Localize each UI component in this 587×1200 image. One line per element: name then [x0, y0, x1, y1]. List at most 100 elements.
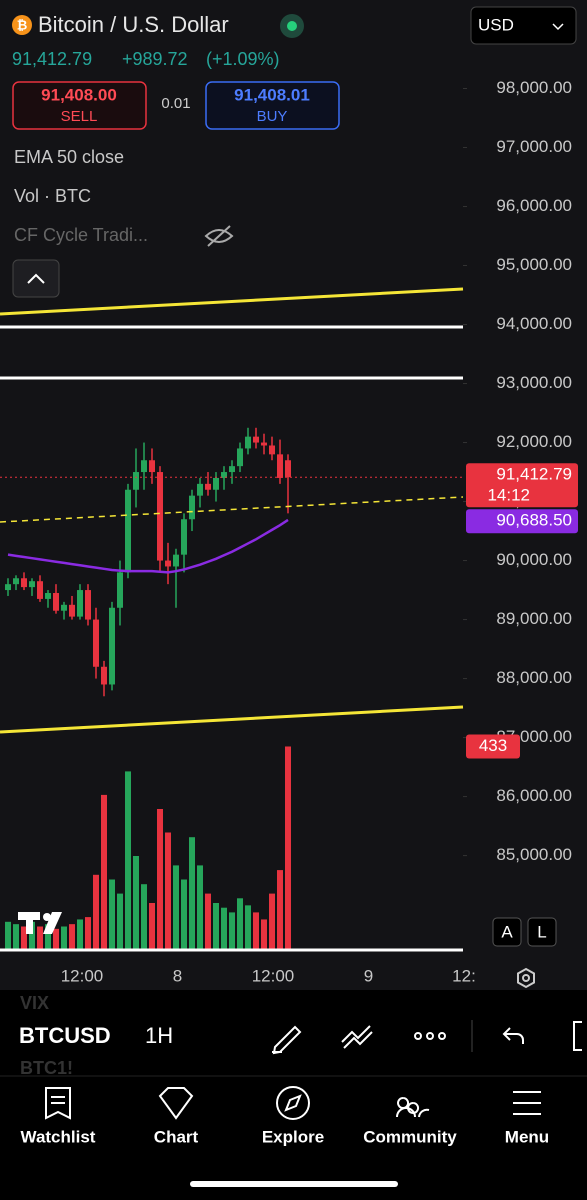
candle-body: [29, 581, 35, 588]
settings-icon[interactable]: [517, 967, 535, 989]
volume-bar: [165, 832, 171, 950]
indicator[interactable]: CF Cycle Tradi...: [14, 225, 148, 245]
volume-bar: [141, 884, 147, 950]
ghost-symbol: BTC1!: [20, 1058, 73, 1078]
nav-item[interactable]: Community: [363, 1127, 457, 1146]
explore-icon: [276, 1086, 310, 1120]
candle-body: [109, 607, 115, 685]
volume-bar: [93, 874, 99, 950]
hidden-icon[interactable]: [204, 225, 234, 247]
volume-bar: [109, 879, 115, 950]
candle-body: [261, 442, 267, 446]
sell-button[interactable]: [12, 81, 147, 130]
x-tick-label: 8: [173, 966, 182, 985]
candle-body: [85, 590, 91, 620]
chart: 98,000.00 97,000.00 96,000.00 95,000.00 94,0…: [0, 78, 578, 985]
currency-select[interactable]: [470, 6, 577, 45]
price: 91,412.79: [12, 49, 92, 69]
community-icon: [396, 1097, 430, 1118]
volume-bar: [245, 905, 251, 950]
volume-bar: [213, 903, 219, 950]
candle-body: [45, 593, 51, 599]
volume-bar: [53, 928, 59, 950]
last-price: 91,412.79: [496, 465, 572, 484]
volume-bar: [125, 771, 131, 950]
volume-bar: [13, 924, 19, 950]
change-pct: (+1.09%): [206, 49, 280, 69]
sell-label: SELL: [61, 108, 98, 125]
candle-body: [5, 584, 11, 591]
volume-bar: [229, 912, 235, 950]
volume-bar: [5, 921, 11, 950]
market-dot: [287, 21, 297, 31]
nav-item[interactable]: Menu: [505, 1127, 549, 1146]
candle-body: [77, 590, 83, 617]
volume-bar: [21, 926, 27, 950]
y-tick-label: 93,000.00: [496, 373, 572, 392]
last-price-tag: [466, 463, 578, 508]
candle-body: [213, 477, 219, 490]
volume-bar: [133, 856, 139, 950]
volume-bar: [85, 917, 91, 950]
volume-bar: [221, 907, 227, 950]
y-tick-label: 98,000.00: [496, 78, 572, 97]
trend-line: [0, 496, 464, 523]
candle-body: [157, 472, 163, 561]
candle-body: [69, 604, 75, 617]
volume-bar: [37, 926, 43, 950]
candle-body: [229, 466, 235, 473]
btc-glyph: ₿: [17, 17, 28, 32]
nav-item[interactable]: Watchlist: [21, 1127, 96, 1146]
volume-bar: [117, 893, 123, 950]
volume-bar: [173, 865, 179, 950]
indicator[interactable]: Vol · BTC: [14, 186, 91, 206]
interval-button[interactable]: 1H: [145, 1023, 173, 1048]
countdown: 14:12: [487, 486, 530, 505]
y-tick-label: 94,000.00: [496, 314, 572, 333]
candle-body: [133, 472, 139, 490]
candle-body: [165, 560, 171, 567]
auto-scale-button[interactable]: [492, 917, 522, 947]
symbol-title: Bitcoin / U.S. Dollar: [38, 12, 229, 37]
candle-body: [21, 578, 27, 588]
volume-bar: [45, 924, 51, 950]
fullscreen-button[interactable]: [573, 1021, 582, 1051]
undo-button[interactable]: [502, 1027, 524, 1044]
volume-tag: [466, 734, 520, 759]
x-tick-label: 12:00: [61, 966, 104, 985]
volume-bar: [277, 870, 283, 950]
volume-bar: [285, 746, 291, 950]
candle-body: [181, 519, 187, 555]
volume-value: 433: [479, 736, 507, 755]
volume-bar: [181, 879, 187, 950]
chevron-up: [27, 273, 45, 284]
volume-bar: [29, 921, 35, 950]
ghost-symbol: VIX: [20, 993, 49, 1013]
symbol-button[interactable]: BTCUSD: [19, 1023, 111, 1048]
change: +989.72: [122, 49, 188, 69]
candle-body: [61, 604, 67, 611]
buy-button[interactable]: [205, 81, 340, 130]
draw-tool[interactable]: [272, 1025, 302, 1055]
candle-body: [269, 445, 275, 455]
indicator[interactable]: EMA 50 close: [14, 147, 124, 167]
tv-logo: [18, 912, 62, 934]
currency: USD: [478, 15, 514, 34]
candle-body: [277, 454, 283, 478]
nav-item[interactable]: Explore: [262, 1127, 324, 1146]
nav-item[interactable]: Chart: [154, 1127, 199, 1146]
chart-icon: [158, 1087, 194, 1120]
buy-price: 91,408.01: [234, 85, 310, 104]
more-button[interactable]: [414, 1032, 446, 1040]
trend-tool[interactable]: [341, 1025, 373, 1049]
candle-body: [125, 489, 131, 573]
candle-body: [245, 436, 251, 449]
collapse-button[interactable]: [12, 259, 60, 298]
log-scale-button[interactable]: [527, 917, 557, 947]
spread: 0.01: [161, 95, 190, 112]
btc-icon: [12, 15, 32, 35]
y-tick-label: 86,000.00: [496, 786, 572, 805]
candle-body: [253, 436, 259, 443]
candle-body: [149, 460, 155, 473]
y-tick-label: 92,000.00: [496, 432, 572, 451]
